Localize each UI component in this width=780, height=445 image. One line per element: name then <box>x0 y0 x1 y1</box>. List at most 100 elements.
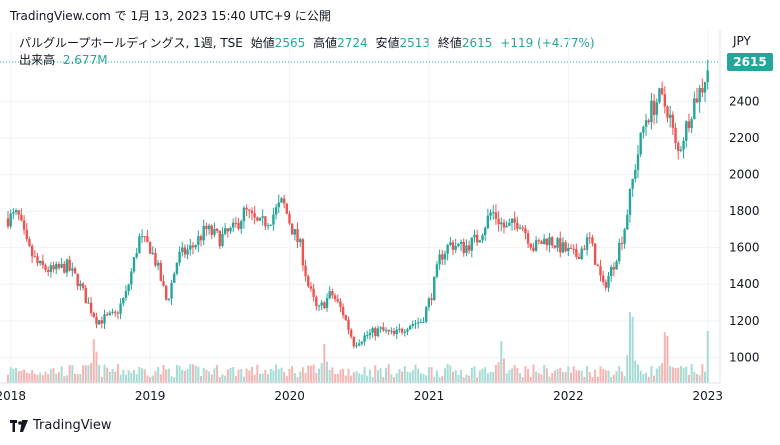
volume-bar <box>71 365 74 383</box>
candle-body <box>266 225 270 227</box>
candle-body <box>55 264 58 270</box>
candle-body <box>698 87 701 103</box>
volume-bar <box>441 376 444 383</box>
candle-body <box>553 245 557 248</box>
candle-body <box>548 237 551 246</box>
candle-body <box>25 229 28 240</box>
volume-bar <box>462 377 465 383</box>
candle-body <box>695 98 699 103</box>
volume-bar <box>229 367 232 383</box>
candle-body <box>272 214 275 225</box>
candle-body <box>685 121 688 141</box>
volume-bar <box>149 377 152 383</box>
candle-body <box>390 330 393 332</box>
currency-label: JPY <box>733 34 751 48</box>
candle-body <box>87 302 90 304</box>
candle-body <box>258 217 262 221</box>
volume-bar <box>250 366 253 383</box>
volume-bar <box>502 358 505 383</box>
candle-body <box>596 264 599 267</box>
volume-bar <box>690 364 693 383</box>
volume-bar <box>352 372 355 383</box>
volume-bar <box>433 376 436 383</box>
candle-body <box>277 202 280 208</box>
volume-bar <box>521 377 524 383</box>
candle-body <box>414 323 417 325</box>
candle-body <box>639 132 642 155</box>
candle-body <box>264 216 267 227</box>
volume-bar <box>655 368 658 383</box>
volume-bar <box>141 368 144 383</box>
volume-bar <box>548 376 551 383</box>
volume-bar <box>559 367 562 383</box>
volume-bar <box>473 366 476 383</box>
volume-bar <box>253 374 256 383</box>
candle-body <box>218 230 221 246</box>
volume-bar <box>685 366 688 383</box>
x-axis-ticks: 2018 2019 2020 2021 2022 2023 <box>0 389 723 403</box>
volume-bar <box>704 371 707 383</box>
candle-body <box>186 249 189 255</box>
candle-body <box>615 261 618 270</box>
candle-body <box>307 276 310 287</box>
volume-bar <box>355 371 358 383</box>
candle-body <box>374 328 377 337</box>
candle-body <box>154 252 157 266</box>
volume-bar <box>36 374 39 383</box>
candle-body <box>489 212 492 216</box>
volume-bar <box>642 374 645 383</box>
volume-bar <box>478 370 481 383</box>
candle-body <box>497 218 500 225</box>
volume-bar <box>20 370 23 383</box>
x-tick-label: 2018 <box>0 389 26 403</box>
candle-body <box>65 259 69 273</box>
volume-bar <box>494 364 497 383</box>
volume-bar <box>336 373 339 383</box>
candle-body <box>341 306 345 316</box>
volume-bar <box>693 371 696 383</box>
candle-body <box>119 303 122 314</box>
volume-bar <box>326 361 329 383</box>
candle-body <box>12 212 15 214</box>
volume-bar <box>157 367 160 383</box>
volume-bar <box>133 370 136 383</box>
volume-bar <box>108 371 111 383</box>
candle-body <box>57 264 61 268</box>
candle-body <box>403 331 406 333</box>
candle-body <box>660 88 664 95</box>
candle-body <box>253 213 256 218</box>
candle-body <box>28 239 31 246</box>
volume-bar <box>578 370 581 383</box>
candle-body <box>529 243 532 248</box>
candle-body <box>240 221 243 229</box>
candle-body <box>400 328 404 333</box>
candle-body <box>502 222 506 228</box>
volume-bar <box>497 361 500 383</box>
candle-body <box>438 254 441 265</box>
candle-body <box>280 198 283 203</box>
volume-bar <box>159 374 162 383</box>
volume-bar <box>599 366 602 383</box>
y-tick-label: 1400 <box>729 277 760 291</box>
candle-body <box>427 298 431 308</box>
candle-body <box>486 215 490 228</box>
volume-bar <box>409 372 412 383</box>
candle-body <box>376 328 380 337</box>
volume-bar <box>572 366 575 383</box>
volume-bar <box>60 366 63 383</box>
volume-bar <box>695 374 698 383</box>
candle-body <box>668 114 672 118</box>
volume-bar <box>508 369 511 383</box>
volume-bar <box>618 366 621 383</box>
candle-body <box>580 248 583 260</box>
candle-body <box>146 236 149 243</box>
volume-bar <box>106 367 109 383</box>
volume-bar <box>76 374 79 383</box>
candle-body <box>459 241 463 244</box>
volume-bar <box>189 364 192 383</box>
volume-bar <box>100 376 103 383</box>
candle-body <box>92 312 95 318</box>
brand-footer: TradingView <box>10 418 112 433</box>
volume-bar <box>7 374 9 383</box>
